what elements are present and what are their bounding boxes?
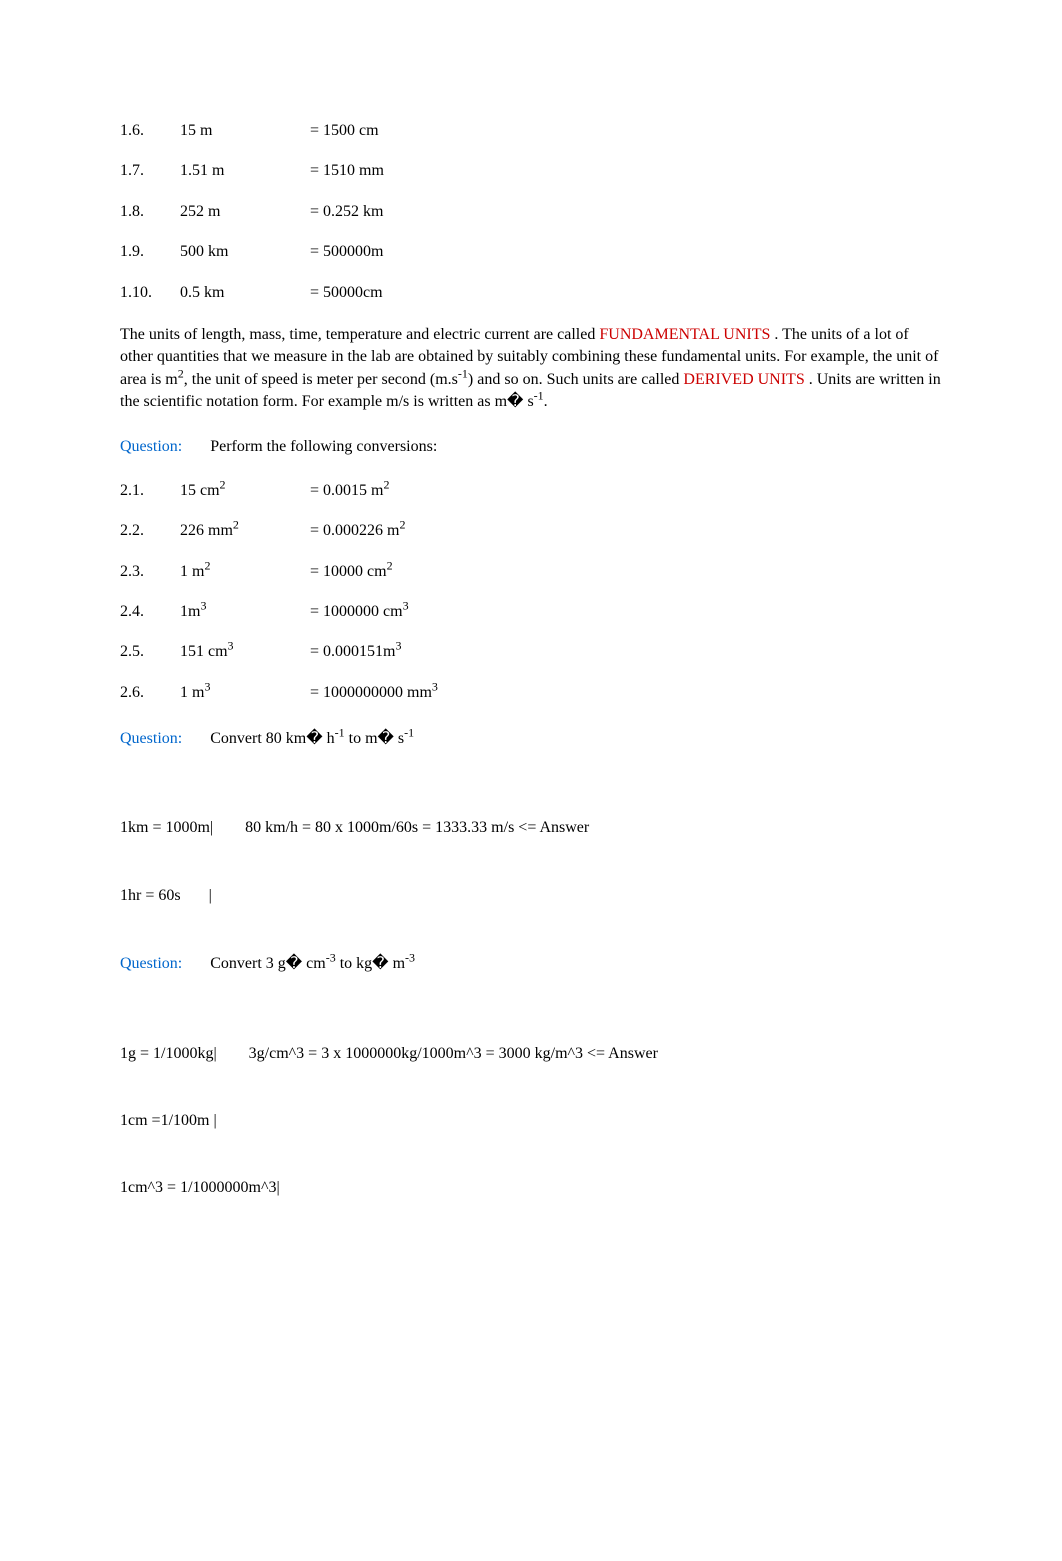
row-number: 1.10. bbox=[120, 282, 180, 304]
row-input: 500 km bbox=[180, 241, 310, 263]
conversion-row: 1.10.0.5 km= 50000cm bbox=[120, 282, 942, 304]
para-text-4: ) and so on. Such units are called bbox=[468, 371, 684, 388]
work-1-line-2: 1hr = 60s | bbox=[120, 885, 942, 907]
row-result: = 0.252 km bbox=[310, 201, 942, 223]
question-label: Question: bbox=[120, 730, 182, 747]
question-2-text-2: to m� s bbox=[345, 730, 405, 747]
row-result: = 1000000000 mm3 bbox=[310, 682, 942, 704]
question-3-sup-1: -3 bbox=[326, 951, 336, 965]
conversion-row: 2.5.151 cm3= 0.000151m3 bbox=[120, 641, 942, 663]
row-number: 2.2. bbox=[120, 520, 180, 542]
work-1-line-1: 1km = 1000m| 80 km/h = 80 x 1000m/60s = … bbox=[120, 817, 942, 839]
work-2-line-1: 1g = 1/1000kg| 3g/cm^3 = 3 x 1000000kg/1… bbox=[120, 1043, 942, 1065]
conversion-row: 2.1.15 cm2= 0.0015 m2 bbox=[120, 480, 942, 502]
conversion-row: 2.4.1m3= 1000000 cm3 bbox=[120, 601, 942, 623]
work-1: 1km = 1000m| 80 km/h = 80 x 1000m/60s = … bbox=[120, 773, 942, 930]
row-result: = 50000cm bbox=[310, 282, 942, 304]
row-input: 1m3 bbox=[180, 601, 310, 623]
row-result: = 0.0015 m2 bbox=[310, 480, 942, 502]
conversion-row: 1.8.252 m= 0.252 km bbox=[120, 201, 942, 223]
row-input: 1 m3 bbox=[180, 682, 310, 704]
row-input: 1.51 m bbox=[180, 160, 310, 182]
question-3-sup-2: -3 bbox=[405, 951, 415, 965]
question-2: Question: Convert 80 km� h-1 to m� s-1 bbox=[120, 728, 942, 750]
question-1-body: Perform the following conversions: bbox=[210, 438, 437, 455]
row-result: = 1000000 cm3 bbox=[310, 601, 942, 623]
conversions-2: 2.1.15 cm2= 0.0015 m2 2.2.226 mm2= 0.0002… bbox=[120, 480, 942, 704]
row-result: = 10000 cm2 bbox=[310, 561, 942, 583]
fundamental-units-term: FUNDAMENTAL UNITS bbox=[599, 326, 770, 343]
row-number: 1.8. bbox=[120, 201, 180, 223]
row-number: 1.9. bbox=[120, 241, 180, 263]
row-input: 0.5 km bbox=[180, 282, 310, 304]
conversion-row: 1.6.15 m= 1500 cm bbox=[120, 120, 942, 142]
row-number: 2.1. bbox=[120, 480, 180, 502]
row-number: 1.6. bbox=[120, 120, 180, 142]
row-number: 2.6. bbox=[120, 682, 180, 704]
conversion-row: 2.3.1 m2= 10000 cm2 bbox=[120, 561, 942, 583]
row-input: 15 cm2 bbox=[180, 480, 310, 502]
question-2-sup-1: -1 bbox=[335, 726, 345, 740]
para-sup-2: -1 bbox=[458, 366, 468, 380]
row-result: = 1510 mm bbox=[310, 160, 942, 182]
para-sup-3: -1 bbox=[534, 389, 544, 403]
row-input: 226 mm2 bbox=[180, 520, 310, 542]
row-input: 252 m bbox=[180, 201, 310, 223]
question-1-text bbox=[186, 438, 210, 455]
row-result: = 0.000226 m2 bbox=[310, 520, 942, 542]
row-result: = 1500 cm bbox=[310, 120, 942, 142]
para-text-6: . bbox=[544, 393, 548, 410]
para-text-3: , the unit of speed is meter per second … bbox=[184, 371, 458, 388]
work-2-line-2: 1cm =1/100m | bbox=[120, 1110, 942, 1132]
row-number: 1.7. bbox=[120, 160, 180, 182]
question-label: Question: bbox=[120, 438, 182, 455]
work-2: 1g = 1/1000kg| 3g/cm^3 = 3 x 1000000kg/1… bbox=[120, 998, 942, 1222]
question-label: Question: bbox=[120, 955, 182, 972]
question-3-text-1: Convert 3 g� cm bbox=[210, 955, 326, 972]
question-2-sup-2: -1 bbox=[404, 726, 414, 740]
question-3: Question: Convert 3 g� cm-3 to kg� m-3 bbox=[120, 953, 942, 975]
conversion-row: 2.2.226 mm2= 0.000226 m2 bbox=[120, 520, 942, 542]
question-2-text-1: Convert 80 km� h bbox=[210, 730, 334, 747]
row-input: 151 cm3 bbox=[180, 641, 310, 663]
conversion-row: 1.7.1.51 m= 1510 mm bbox=[120, 160, 942, 182]
fundamental-units-paragraph: The units of length, mass, time, tempera… bbox=[120, 324, 942, 414]
conversion-row: 2.6.1 m3= 1000000000 mm3 bbox=[120, 682, 942, 704]
work-2-line-3: 1cm^3 = 1/1000000m^3| bbox=[120, 1177, 942, 1199]
row-number: 2.4. bbox=[120, 601, 180, 623]
row-input: 15 m bbox=[180, 120, 310, 142]
row-input: 1 m2 bbox=[180, 561, 310, 583]
question-3-text-2: to kg� m bbox=[336, 955, 405, 972]
row-number: 2.3. bbox=[120, 561, 180, 583]
conversion-row: 1.9.500 km= 500000m bbox=[120, 241, 942, 263]
derived-units-term: DERIVED UNITS bbox=[683, 371, 804, 388]
para-text-1: The units of length, mass, time, tempera… bbox=[120, 326, 599, 343]
conversions-1: 1.6.15 m= 1500 cm 1.7.1.51 m= 1510 mm 1.8.… bbox=[120, 120, 942, 304]
row-result: = 0.000151m3 bbox=[310, 641, 942, 663]
row-result: = 500000m bbox=[310, 241, 942, 263]
question-1: Question: Perform the following conversi… bbox=[120, 436, 942, 458]
row-number: 2.5. bbox=[120, 641, 180, 663]
